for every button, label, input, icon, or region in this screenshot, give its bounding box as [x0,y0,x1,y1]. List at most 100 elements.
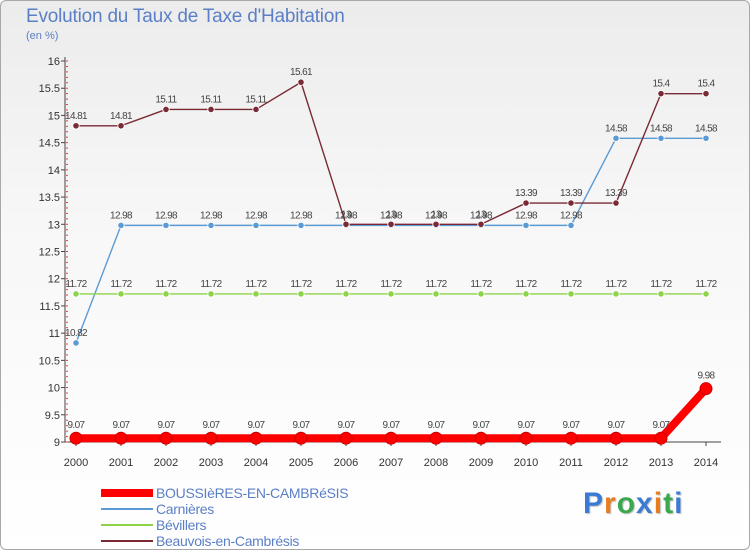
data-label: 11.72 [200,279,222,290]
data-point [522,221,530,229]
data-point [702,134,710,142]
series-points [69,78,713,445]
data-label: 14.58 [695,123,718,134]
data-point [162,290,170,298]
data-point [432,220,440,228]
data-label: 9.07 [517,420,535,431]
data-label: 9.07 [382,420,400,431]
data-point [519,431,533,445]
data-point [297,78,305,86]
data-label: 9.07 [652,420,670,431]
y-tick-label: 11.5 [39,301,60,313]
data-label: 11.72 [155,279,177,290]
y-tick-label: 14.5 [39,138,60,150]
x-tick-label: 2004 [244,457,268,469]
data-point [252,221,260,229]
data-point [117,221,125,229]
data-label: 9.98 [697,371,715,382]
data-point [612,290,620,298]
y-tick-label: 13.5 [39,192,60,204]
data-point [429,431,443,445]
data-point [297,290,305,298]
data-point [567,199,575,207]
data-label: 10.82 [65,328,88,339]
data-label: 12.98 [200,210,223,221]
data-point [612,134,620,142]
data-point [387,220,395,228]
data-point [612,199,620,207]
data-label: 11.72 [245,279,267,290]
series-lines [72,81,710,443]
data-point [162,105,170,114]
data-label: 12.98 [470,210,493,221]
data-point [387,290,395,298]
proxiti-logo: Proxiti [583,487,683,521]
data-label: 12.98 [110,210,133,221]
y-tick-label: 15.5 [39,83,60,95]
data-point [657,290,665,298]
data-point [249,431,263,445]
data-point [522,199,530,207]
data-point [117,290,125,298]
x-tick-label: 2011 [559,457,583,469]
data-label: 13 [386,209,397,220]
data-label: 11.72 [560,279,582,290]
y-tick-label: 10 [48,383,60,395]
data-point [474,431,488,445]
data-label: 9.07 [157,420,175,431]
data-point [72,290,80,298]
data-label: 15.11 [200,94,222,105]
data-label: 9.07 [562,420,580,431]
y-tick-label: 12.5 [39,247,60,259]
y-tick-label: 9 [54,437,60,449]
data-point [72,122,80,130]
data-point [342,290,350,298]
data-point [297,221,305,229]
data-label: 11.72 [605,279,627,290]
data-label: 11.72 [110,279,132,290]
data-point [207,221,215,229]
data-label: 11.72 [65,279,87,290]
data-label: 12.98 [425,210,448,221]
logo-letter: i [653,487,664,520]
data-label: 14.58 [650,123,673,134]
chart-subtitle: (en %) [26,30,59,42]
data-point [567,290,575,298]
data-label: 9.07 [607,420,625,431]
logo-letter: r [604,487,617,520]
data-point [384,431,398,445]
data-label: 14.81 [110,111,133,122]
legend-label: Carnières [156,501,214,517]
chart-title: Evolution du Taux de Taxe d'Habitation [26,6,345,27]
legend-swatch [101,540,153,542]
data-label: 15.11 [245,94,267,105]
x-tick-label: 2002 [154,457,178,469]
data-label: 13.39 [560,188,583,199]
legend-label: Beauvois-en-Cambrésis [156,533,300,549]
data-label: 15.4 [697,79,715,90]
data-label: 15.11 [155,94,177,105]
data-label: 13 [476,209,487,220]
data-point [477,290,485,298]
y-tick-label: 15 [48,110,60,122]
data-point [207,290,215,298]
data-label: 13.39 [515,188,538,199]
logo-letter: t [663,487,675,520]
x-tick-label: 2006 [334,457,358,469]
data-label: 9.07 [112,420,130,431]
y-tick-label: 9.5 [45,410,60,422]
data-point [294,431,308,445]
data-point [117,122,125,130]
data-label: 11.72 [470,279,492,290]
y-tick-label: 14 [48,165,60,177]
data-label: 12.98 [155,210,178,221]
data-label: 9.07 [67,420,85,431]
y-tick-label: 12 [48,274,60,286]
x-tick-label: 2010 [514,457,538,469]
data-label: 11.72 [695,279,717,290]
data-label: 11.72 [335,279,357,290]
x-tick-label: 2012 [604,457,628,469]
y-tick-label: 11 [49,328,60,340]
data-point [159,431,173,445]
